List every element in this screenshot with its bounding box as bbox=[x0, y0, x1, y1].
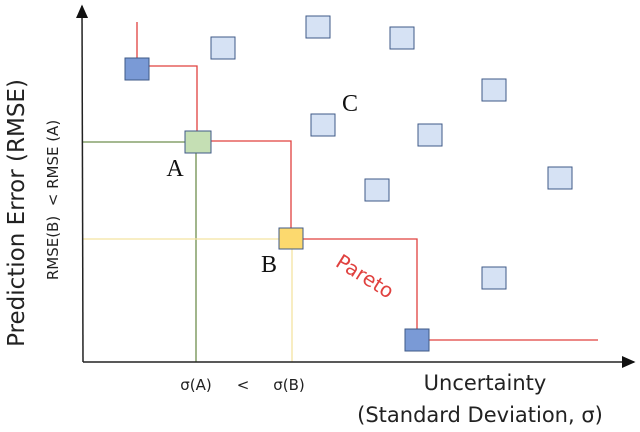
pareto-point bbox=[404, 328, 430, 352]
y-axis bbox=[76, 4, 89, 363]
pareto-point bbox=[124, 57, 150, 81]
x-axis-title-line2: (Standard Deviation, σ) bbox=[357, 403, 603, 427]
point-c-label: C bbox=[342, 91, 358, 117]
point bbox=[481, 266, 507, 290]
x-axis-title-line1: Uncertainty bbox=[424, 371, 547, 395]
point bbox=[481, 78, 507, 102]
point bbox=[547, 166, 573, 190]
y-axis-title: Prediction Error (RMSE) bbox=[4, 79, 30, 347]
point-b-label: B bbox=[261, 252, 277, 278]
point bbox=[417, 123, 443, 147]
point-a-label: A bbox=[166, 156, 184, 182]
less-than-label: < bbox=[237, 376, 250, 394]
point-c bbox=[310, 113, 336, 137]
point-a bbox=[184, 130, 212, 154]
pareto-front-line bbox=[136, 22, 598, 341]
point-b bbox=[278, 227, 304, 250]
point bbox=[364, 178, 390, 202]
point bbox=[305, 15, 331, 39]
sigma-b-label: σ(B) bbox=[273, 376, 305, 394]
sigma-a-label: σ(A) bbox=[180, 376, 211, 394]
point bbox=[389, 26, 415, 50]
pareto-label: Pareto bbox=[332, 249, 399, 303]
y-comparison-label: RMSE(B) < RMSE (A) bbox=[44, 120, 62, 280]
point bbox=[210, 36, 236, 60]
